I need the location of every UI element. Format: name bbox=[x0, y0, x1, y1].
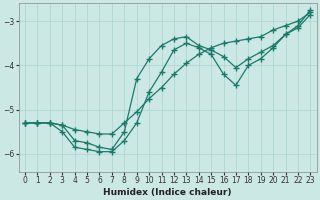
X-axis label: Humidex (Indice chaleur): Humidex (Indice chaleur) bbox=[103, 188, 232, 197]
